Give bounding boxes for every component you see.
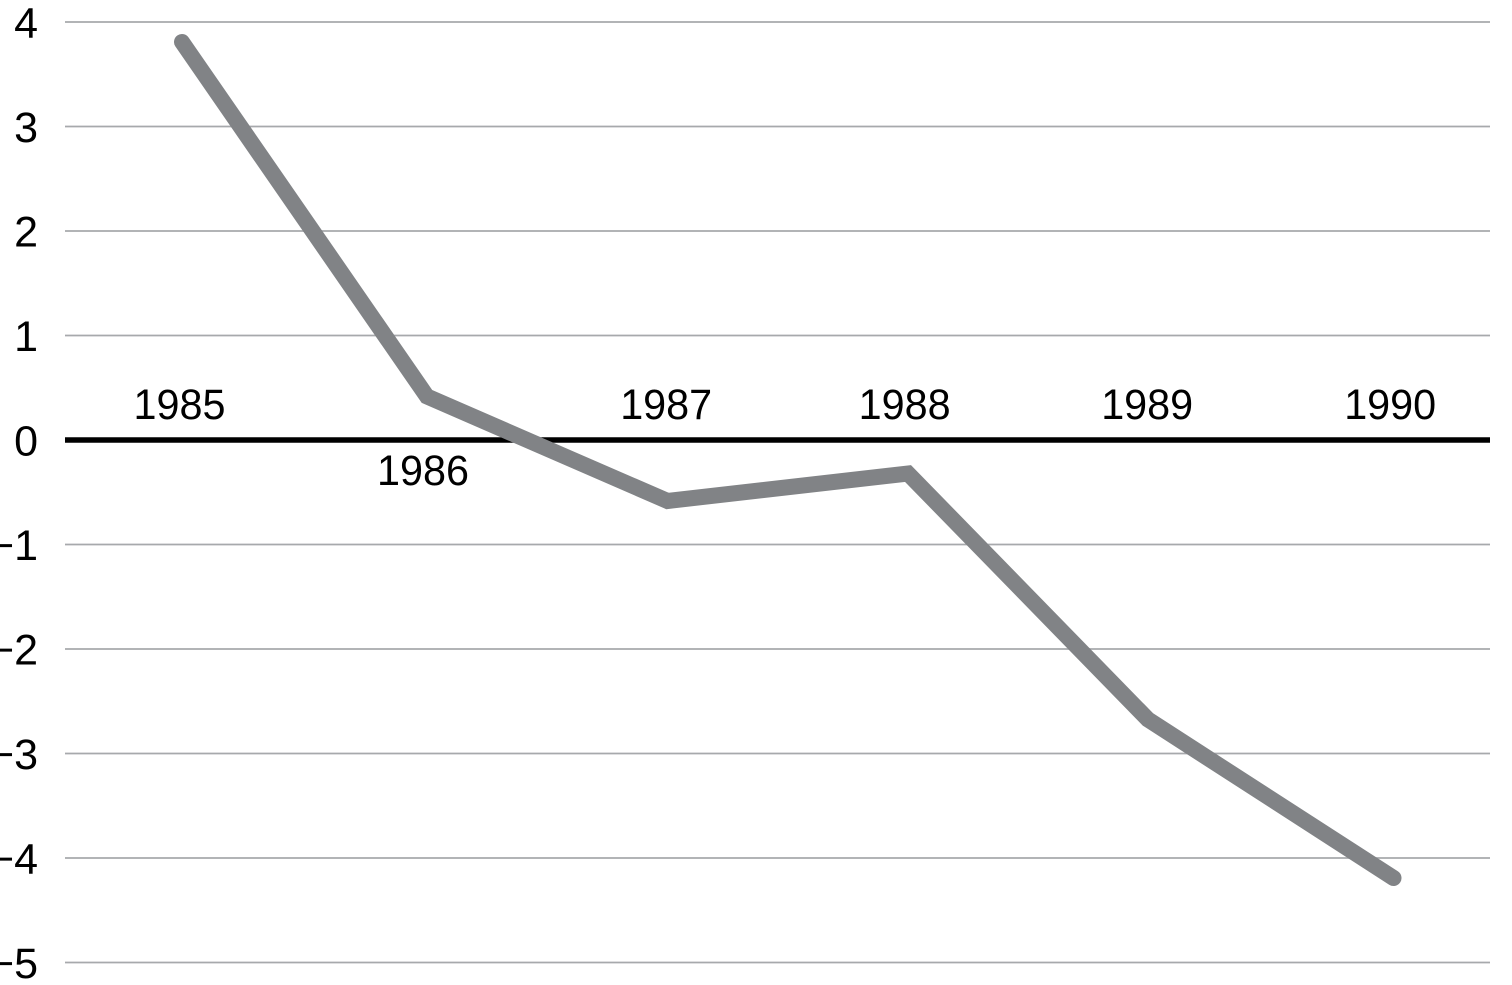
svg-text:3: 3 xyxy=(14,104,38,152)
svg-text:1986: 1986 xyxy=(377,447,469,495)
svg-text:1: 1 xyxy=(14,313,38,361)
svg-text:1985: 1985 xyxy=(134,381,226,429)
svg-text:2: 2 xyxy=(14,209,38,257)
svg-text:−2: −2 xyxy=(0,627,38,675)
svg-text:4: 4 xyxy=(14,0,38,48)
svg-text:1989: 1989 xyxy=(1101,381,1193,429)
svg-text:1988: 1988 xyxy=(859,381,951,429)
svg-text:−5: −5 xyxy=(0,940,38,985)
svg-text:1990: 1990 xyxy=(1344,381,1436,429)
svg-text:−4: −4 xyxy=(0,836,38,884)
svg-text:−3: −3 xyxy=(0,731,38,779)
svg-text:1987: 1987 xyxy=(620,381,712,429)
svg-text:−1: −1 xyxy=(0,522,38,570)
svg-text:0: 0 xyxy=(14,418,38,466)
